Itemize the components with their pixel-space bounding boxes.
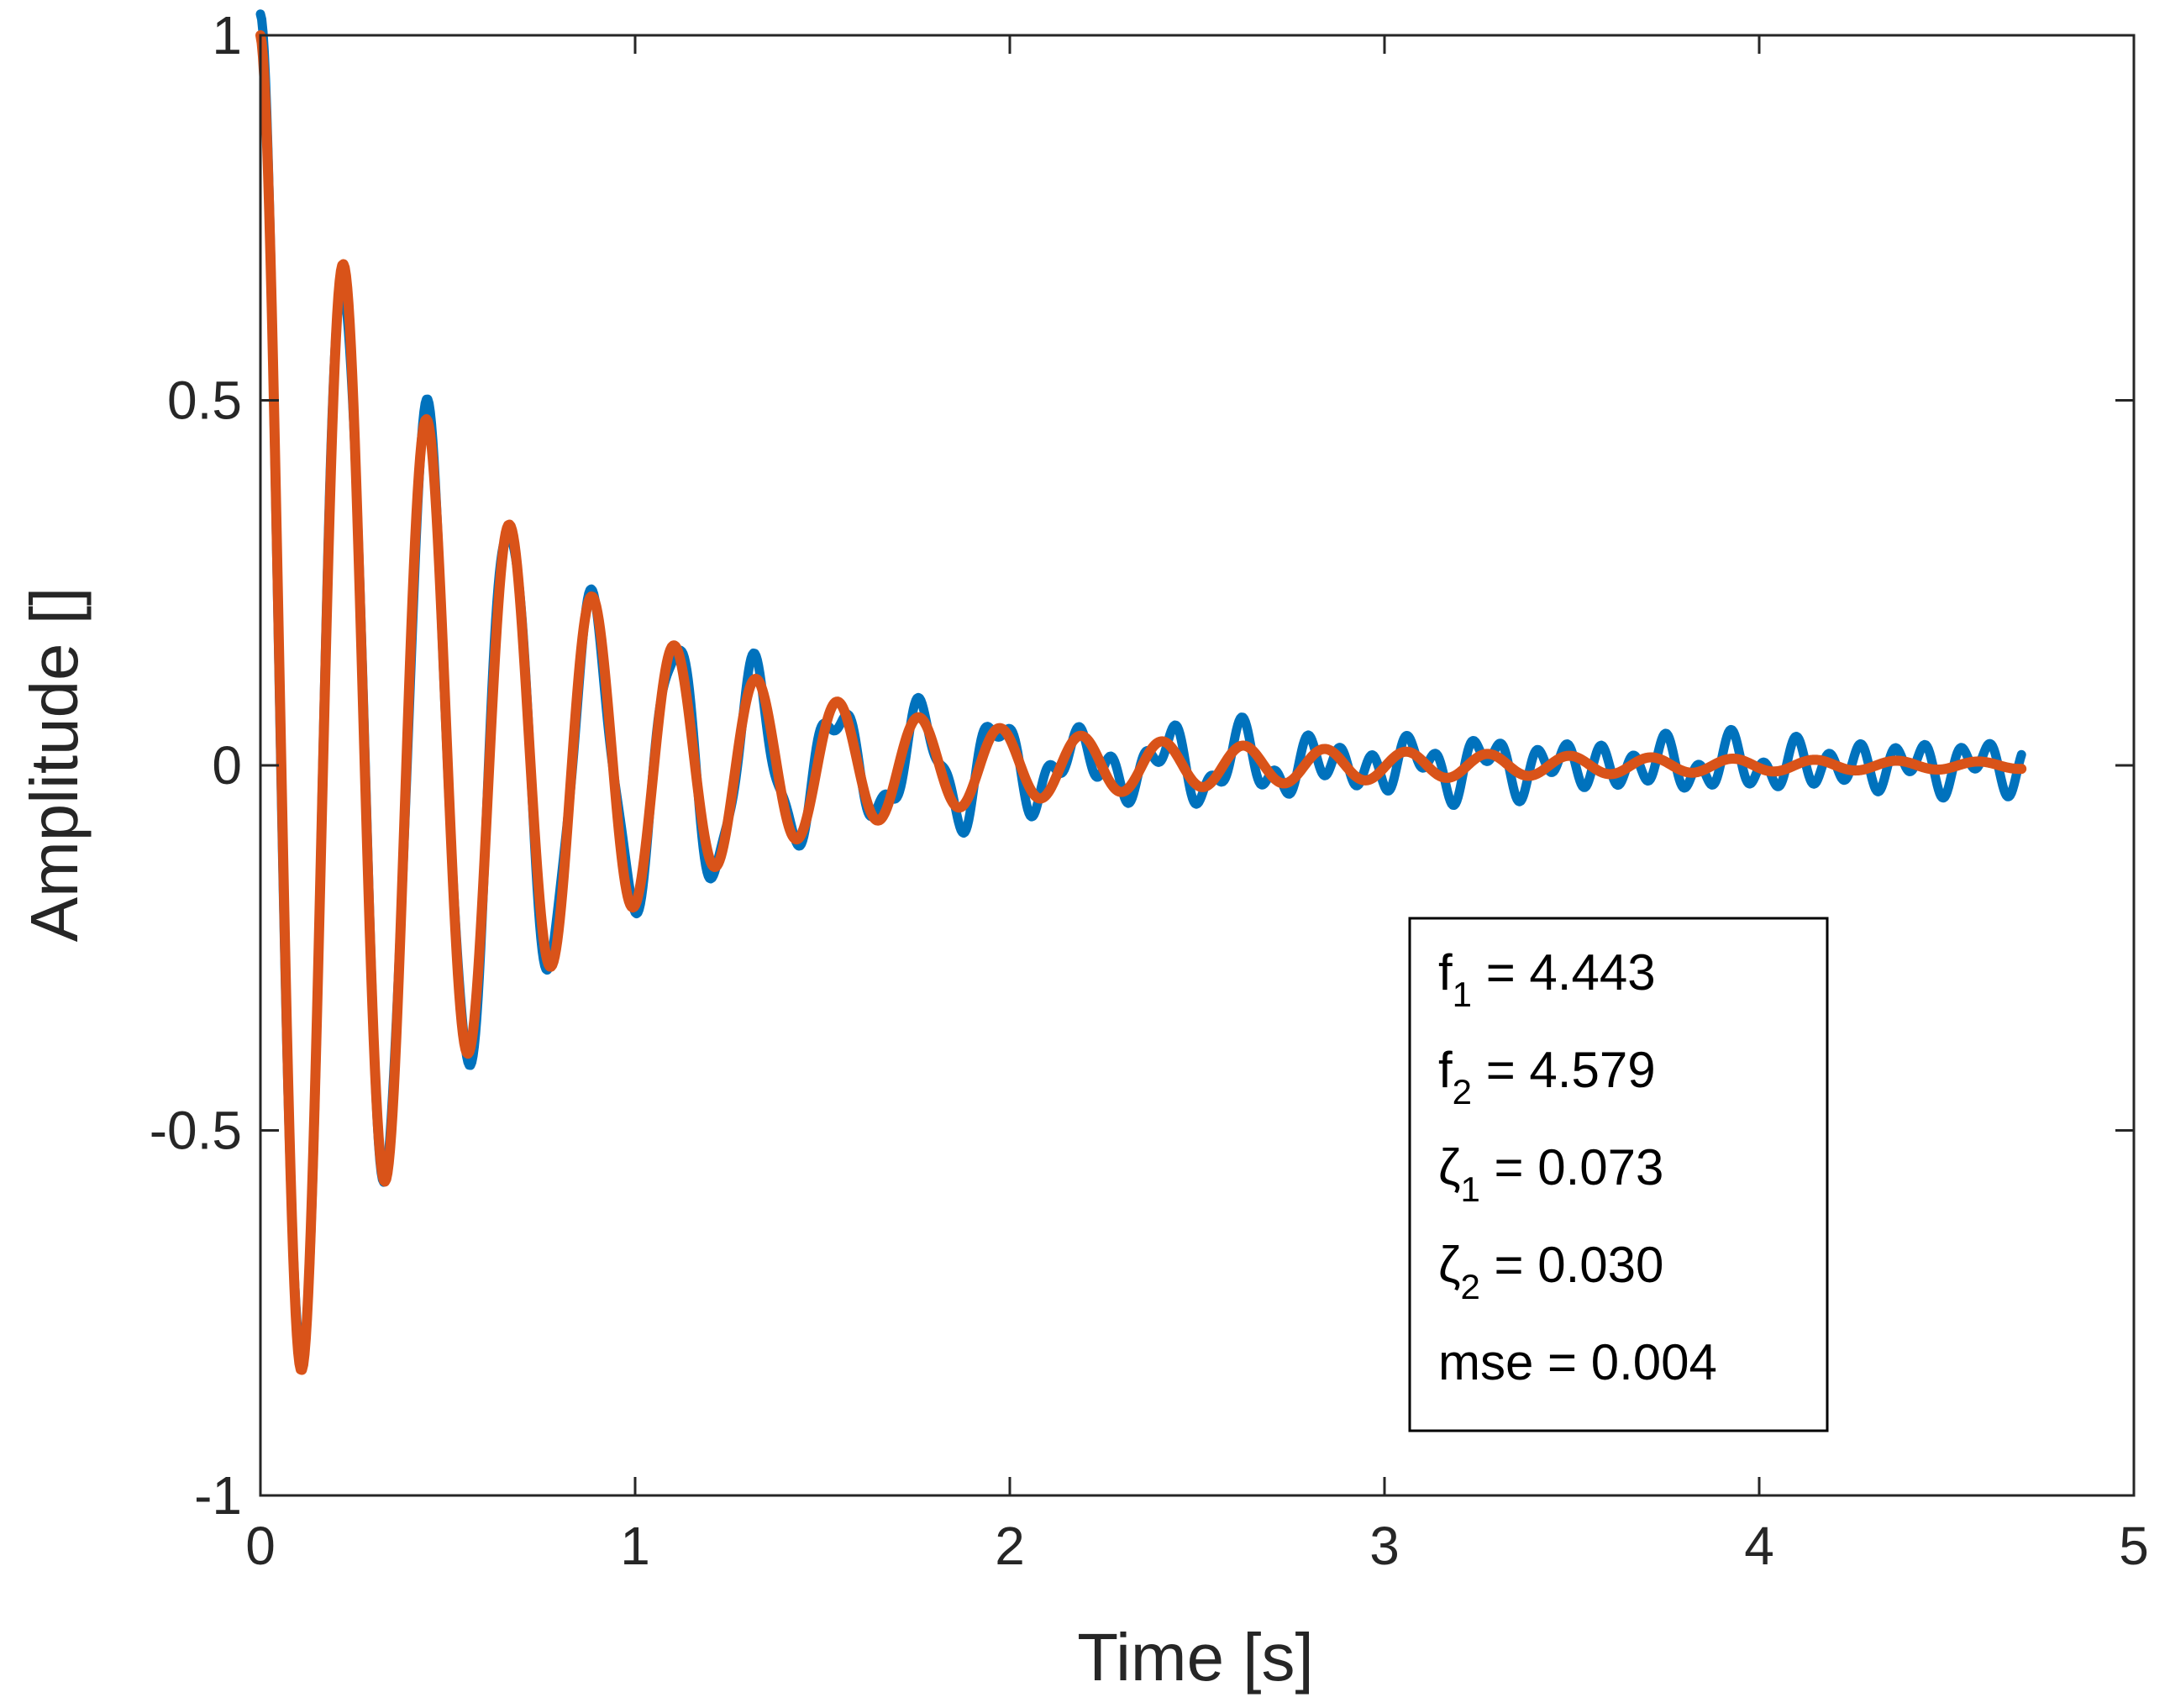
y-tick-label: 1 [212,5,242,66]
x-tick-label: 2 [995,1516,1025,1576]
annotation-line: ζ2 = 0.030 [1438,1237,1663,1306]
x-tick-label: 1 [620,1516,650,1576]
ticks-layer: 0 1 2 3 4 5 -1 -0.5 0 0.5 1 [150,5,2149,1576]
annotation-line: mse = 0.004 [1438,1334,1717,1390]
y-tick-label: 0 [212,735,242,796]
x-tick-label: 4 [1744,1516,1774,1576]
annotation-line: ζ1 = 0.073 [1438,1139,1663,1209]
x-tick-label: 3 [1369,1516,1400,1576]
x-axis-title: Time [s] [1077,1620,1313,1695]
y-tick-label: -0.5 [150,1101,242,1161]
y-tick-label: 0.5 [167,371,242,431]
series-line-fit [255,30,2027,1375]
annotation-line: f2 = 4.579 [1438,1042,1656,1112]
parameter-annotation-box: f1 = 4.443 f2 = 4.579 ζ1 = 0.073 ζ2 = 0.030… [1408,917,1829,1432]
annotation-box-border [1408,917,1829,1432]
y-tick-label: -1 [194,1465,242,1526]
x-tick-label: 0 [245,1516,276,1576]
x-tick-label: 5 [2119,1516,2149,1576]
series-layer [255,9,2027,1375]
annotation-line: f1 = 4.443 [1438,944,1656,1014]
y-axis-title: Amplitude [] [17,587,92,942]
